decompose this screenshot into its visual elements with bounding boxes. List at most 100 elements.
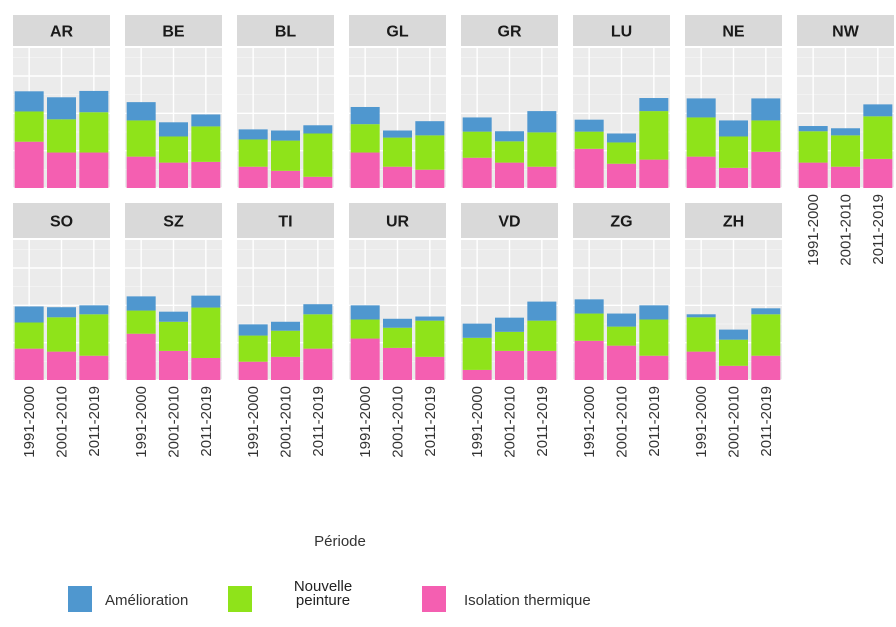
bar-segment <box>607 163 636 188</box>
x-tick-label: 2001-2010 <box>390 386 407 458</box>
x-tick-label: 2001-2010 <box>54 386 71 458</box>
bar-segment <box>271 356 300 380</box>
bar-segment <box>303 314 333 349</box>
bar-segment <box>607 326 636 346</box>
bar-segment <box>751 151 781 188</box>
bar-segment <box>863 116 893 159</box>
bar-segment <box>159 350 188 380</box>
x-tick-label: 1991-2000 <box>133 386 150 458</box>
legend-swatch <box>228 586 252 612</box>
x-tick-label: 2011-2019 <box>758 386 775 457</box>
bar-segment <box>527 320 557 351</box>
bar-segment <box>798 162 828 188</box>
strip-bg <box>461 15 558 46</box>
strip-label: VD <box>498 214 520 231</box>
bar-segment <box>639 98 669 112</box>
strip-bg <box>237 203 334 238</box>
strip-label: AR <box>50 24 74 41</box>
bar-segment <box>574 299 604 314</box>
bar-segment <box>126 296 156 311</box>
bar-segment <box>495 141 524 163</box>
bar-segment <box>126 310 156 334</box>
bar-segment <box>383 327 412 348</box>
bar-segment <box>191 307 221 358</box>
bar-segment <box>238 129 268 140</box>
bar-segment <box>798 126 828 132</box>
x-tick-label: 1991-2000 <box>245 386 262 458</box>
bar-segment <box>462 117 492 132</box>
bar-segment <box>14 141 44 188</box>
bar-segment <box>686 117 716 157</box>
bar-segment <box>751 120 781 152</box>
x-tick-label: 1991-2000 <box>21 386 38 458</box>
bar-segment <box>383 166 412 188</box>
x-tick-label: 2011-2019 <box>534 386 551 457</box>
strip-bg <box>13 203 110 238</box>
bar-segment <box>607 345 636 380</box>
strip-bg <box>237 15 334 46</box>
bar-segment <box>159 136 188 163</box>
bar-segment <box>271 140 300 171</box>
strip-label: NW <box>832 24 860 41</box>
bar-segment <box>79 112 109 153</box>
bar-segment <box>126 156 156 188</box>
bar-segment <box>47 317 76 352</box>
strip-bg <box>349 15 446 46</box>
bar-segment <box>271 170 300 188</box>
legend-label: Isolation thermique <box>464 592 591 609</box>
bar-segment <box>639 111 669 160</box>
strip-bg <box>573 15 670 46</box>
bar-segment <box>238 324 268 336</box>
bar-segment <box>350 319 380 339</box>
strip-bg <box>349 203 446 238</box>
bar-segment <box>719 136 748 168</box>
bar-segment <box>191 126 221 162</box>
bar-segment <box>527 132 557 167</box>
strip-bg <box>125 203 222 238</box>
bar-segment <box>350 124 380 153</box>
x-axis-label: Période <box>314 533 366 550</box>
x-tick-label: 2001-2010 <box>278 386 295 458</box>
bar-segment <box>14 348 44 380</box>
bar-segment <box>639 305 669 320</box>
bar-segment <box>191 161 221 188</box>
bar-segment <box>415 316 445 321</box>
bar-segment <box>607 313 636 327</box>
bar-segment <box>462 323 492 338</box>
bar-segment <box>462 369 492 380</box>
bar-segment <box>383 347 412 380</box>
bar-segment <box>383 130 412 138</box>
x-tick-label: 1991-2000 <box>693 386 710 458</box>
x-tick-label: 2001-2010 <box>838 194 855 266</box>
bar-segment <box>383 318 412 328</box>
bar-segment <box>238 139 268 167</box>
x-tick-label: 2011-2019 <box>646 386 663 457</box>
bar-segment <box>303 125 333 134</box>
bar-segment <box>191 114 221 127</box>
bar-segment <box>527 350 557 380</box>
strip-label: BL <box>275 24 297 41</box>
strip-label: UR <box>386 214 410 231</box>
bar-segment <box>238 166 268 188</box>
bar-segment <box>686 314 716 318</box>
x-tick-label: 1991-2000 <box>805 194 822 266</box>
bar-segment <box>191 357 221 380</box>
bar-segment <box>831 128 860 136</box>
bar-segment <box>719 329 748 340</box>
x-tick-label: 2001-2010 <box>166 386 183 458</box>
bar-segment <box>47 307 76 318</box>
legend-swatch <box>68 586 92 612</box>
bar-segment <box>415 169 445 188</box>
bar-segment <box>79 90 109 113</box>
bar-segment <box>79 305 109 315</box>
strip-label: GR <box>498 24 522 41</box>
bar-segment <box>47 152 76 188</box>
bar-segment <box>303 133 333 177</box>
bar-segment <box>751 98 781 121</box>
bar-segment <box>462 131 492 158</box>
bar-segment <box>719 339 748 366</box>
bar-segment <box>47 119 76 153</box>
bar-segment <box>686 317 716 352</box>
bar-segment <box>415 320 445 357</box>
